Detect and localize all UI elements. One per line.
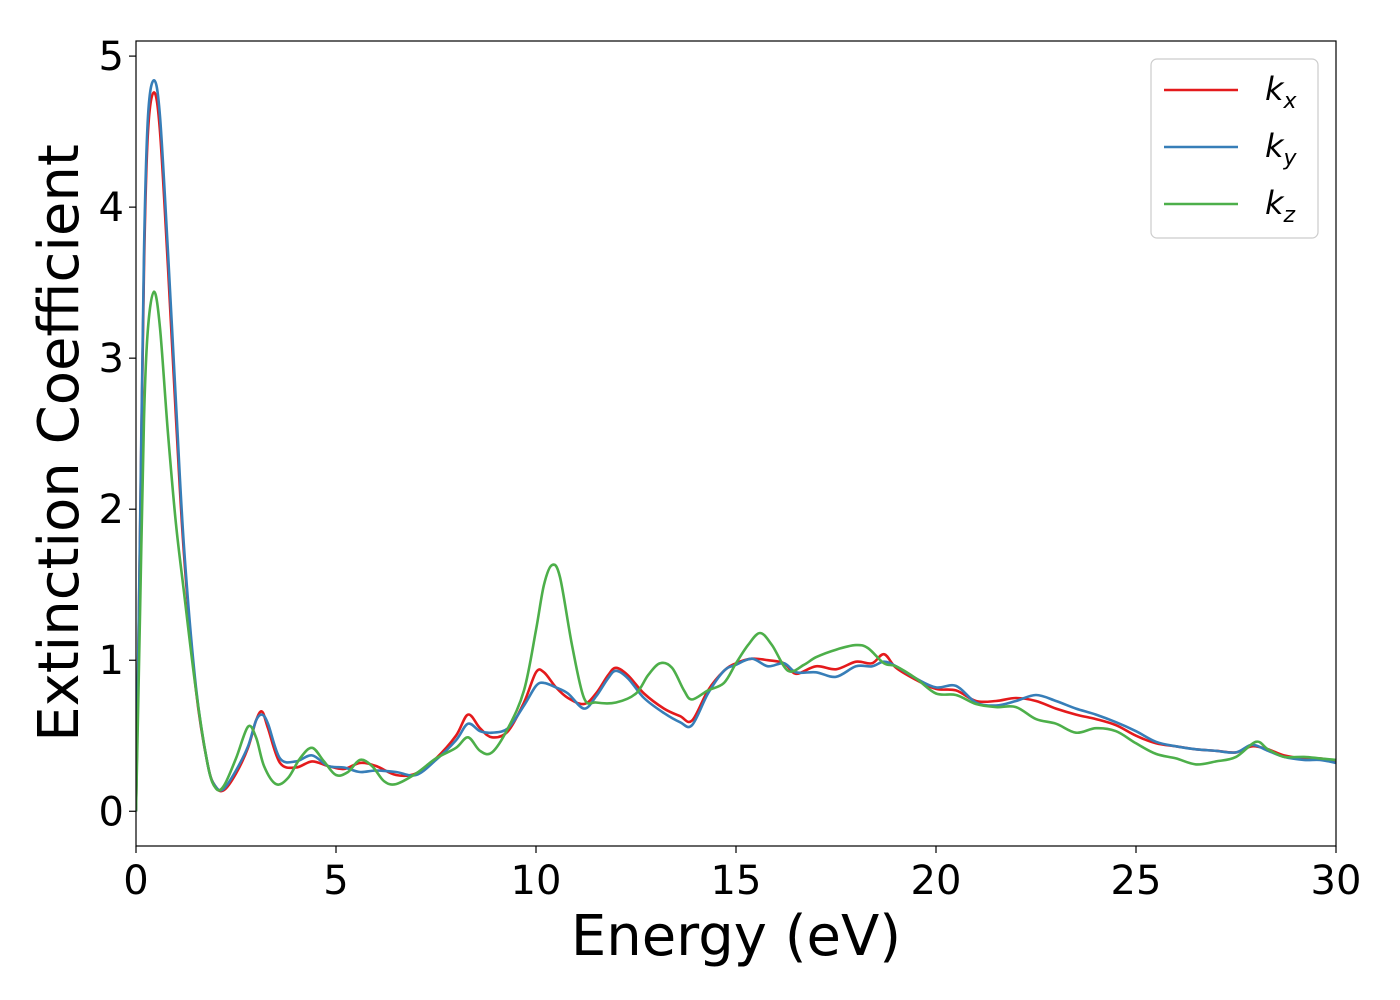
x-tick-label: 5 [323, 858, 348, 904]
y-tick-label: 2 [99, 487, 124, 533]
y-tick-label: 0 [99, 789, 124, 835]
x-tick-label: 0 [123, 858, 148, 904]
legend-label-x: kx [1265, 70, 1298, 114]
x-tick-label: 25 [1111, 858, 1162, 904]
x-tick-label: 20 [911, 858, 962, 904]
y-tick-label: 5 [99, 34, 124, 80]
y-tick-label: 1 [99, 638, 124, 684]
x-tick-label: 10 [511, 858, 562, 904]
y-axis-label: Extinction Coefficient [27, 144, 92, 742]
y-tick-label: 3 [99, 336, 124, 382]
legend-label-y: ky [1265, 127, 1298, 171]
legend: kx ky kz [1150, 58, 1319, 239]
series-line-z [136, 290, 1336, 812]
x-tick-label: 30 [1311, 858, 1362, 904]
x-axis-label: Energy (eV) [571, 904, 901, 969]
y-axis-ticks: 0 1 2 3 4 5 [99, 34, 136, 835]
legend-label-z: kz [1265, 184, 1296, 228]
x-tick-label: 15 [711, 858, 762, 904]
x-axis-ticks: 0 5 10 15 20 25 30 [123, 846, 1361, 904]
y-tick-label: 4 [99, 185, 124, 231]
legend-box [1150, 58, 1319, 239]
series-layer [136, 79, 1336, 812]
